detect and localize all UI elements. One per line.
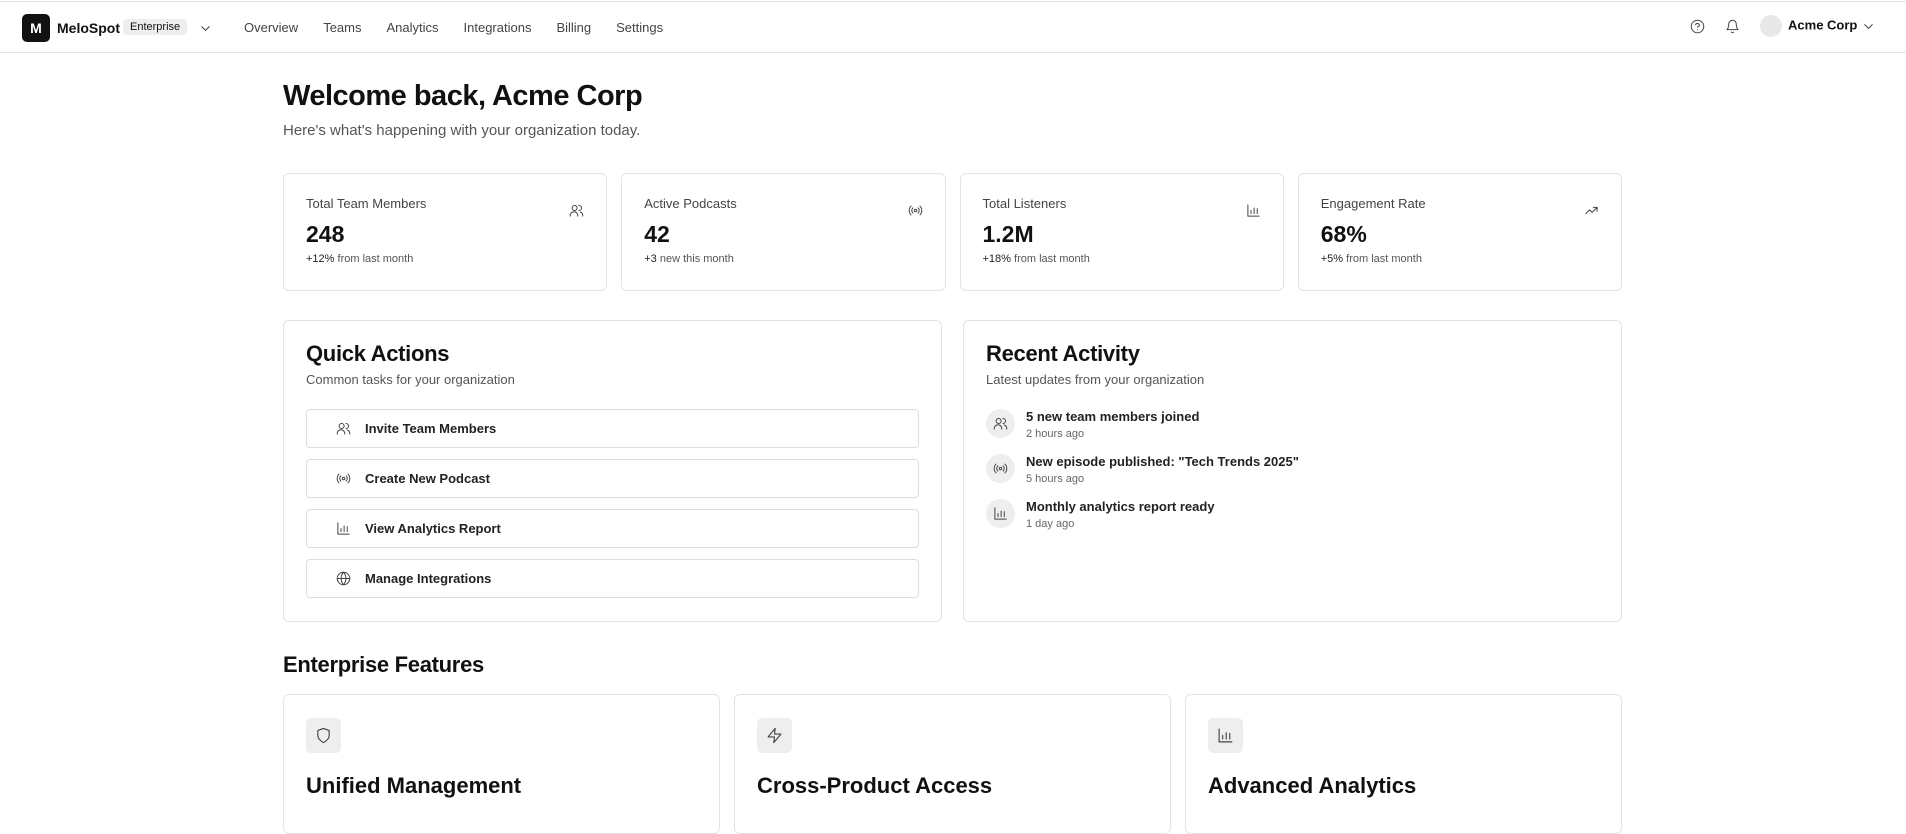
note: from last month (1014, 253, 1090, 265)
stat-card: Total Listeners 1.2M +18% from last month (959, 173, 1284, 291)
org-switcher[interactable] (198, 21, 213, 36)
icon (336, 521, 351, 536)
stat-change: +12% from last month (306, 253, 584, 265)
stat-change: +5% from last month (1321, 253, 1599, 265)
stat-label: Engagement Rate (1320, 196, 1426, 211)
activity-icon (986, 409, 1015, 438)
page-subtitle: Here's what's happening with your organi… (283, 122, 641, 139)
action-button[interactable]: View Analytics Report (306, 509, 919, 548)
stat-card: Total Team Members 248 +12% from last mont… (283, 173, 608, 291)
avatar (1760, 15, 1783, 37)
stat-label: Active Podcasts (644, 196, 737, 211)
stat-label: Total Team Members (306, 196, 427, 211)
nav-link[interactable]: Integrations (463, 20, 532, 35)
stat-icon (1584, 203, 1599, 218)
stats: Total Team Members 248 +12% from last mont… (283, 173, 1622, 291)
icon (336, 421, 351, 436)
notifications-button[interactable] (1725, 19, 1740, 34)
nav-link[interactable]: Billing (556, 20, 592, 35)
help-button[interactable] (1690, 19, 1705, 34)
change: +3 (644, 253, 657, 265)
top-nav: M MeloSpot Enterprise Overview Teams Ana… (0, 1, 1906, 53)
icon (336, 571, 351, 586)
stat-value: 1.2M (982, 221, 1034, 247)
feature-icon (1208, 718, 1243, 753)
label: Manage Integrations (365, 571, 492, 586)
activity-icon (986, 454, 1015, 483)
activity-text: New episode published: "Tech Trends 2025… (1026, 454, 1299, 469)
label: View Analytics Report (365, 521, 501, 536)
logo[interactable]: M (22, 14, 50, 42)
stat-value: 42 (644, 221, 670, 247)
activity-time: 2 hours ago (1026, 428, 1085, 440)
stat-change: +3 new this month (644, 253, 922, 265)
activity-item: 5 new team members joined 2 hours ago (986, 409, 1599, 440)
plan-badge: Enterprise (123, 19, 188, 35)
feature-title: Unified Management (306, 773, 522, 798)
panel-subtitle: Common tasks for your organization (306, 372, 515, 387)
activity-item: New episode published: "Tech Trends 2025… (986, 454, 1599, 485)
activity-time: 5 hours ago (1026, 473, 1085, 485)
stat-card: Engagement Rate 68% +5% from last month (1297, 173, 1622, 291)
recent-activity: Recent Activity Latest updates from your… (963, 320, 1622, 622)
label: Invite Team Members (365, 421, 497, 436)
stat-label: Total Listeners (982, 196, 1067, 211)
label: Create New Podcast (365, 471, 490, 486)
stat-change: +18% from last month (983, 253, 1261, 265)
change: +18% (982, 253, 1011, 265)
panel-subtitle: Latest updates from your organization (986, 372, 1205, 387)
activity-text: Monthly analytics report ready (1026, 499, 1215, 514)
activity-text: 5 new team members joined (1026, 409, 1200, 424)
panel-title: Recent Activity (986, 341, 1140, 366)
features: Unified Management Cross-Product Access … (283, 694, 1622, 834)
brand[interactable]: MeloSpot (57, 20, 120, 36)
note: from last month (337, 253, 414, 265)
user-name: Acme Corp (1788, 17, 1858, 33)
feature-icon (306, 718, 341, 753)
action-button[interactable]: Manage Integrations (306, 559, 919, 598)
stat-value: 248 (306, 221, 345, 247)
nav-link[interactable]: Settings (616, 20, 664, 35)
change: +12% (306, 253, 335, 265)
action-button[interactable]: Create New Podcast (306, 459, 919, 498)
user-menu[interactable]: Acme Corp (1760, 15, 1876, 37)
feature-icon (757, 718, 792, 753)
stat-value: 68% (1320, 221, 1367, 247)
activity-time: 1 day ago (1026, 518, 1075, 530)
feature-card: Unified Management (283, 694, 720, 834)
note: from last month (1346, 253, 1422, 265)
stat-card: Active Podcasts 42 +3 new this month (621, 173, 946, 291)
activity-icon (986, 499, 1015, 528)
nav-right: Acme Corp (1690, 15, 1876, 37)
change: +5% (1320, 253, 1344, 265)
stat-icon (569, 203, 584, 218)
nav-link[interactable]: Analytics (386, 20, 439, 35)
quick-actions: Quick Actions Common tasks for your orga… (283, 320, 942, 622)
chevron (1861, 19, 1876, 34)
feature-card: Cross-Product Access (734, 694, 1171, 834)
icon (336, 471, 351, 486)
activity-item: Monthly analytics report ready 1 day ago (986, 499, 1599, 530)
nav-link[interactable]: Overview (244, 20, 299, 35)
section-title: Enterprise Features (283, 652, 484, 677)
panel-title: Quick Actions (306, 341, 450, 366)
stat-icon (908, 203, 923, 218)
page-title: Welcome back, Acme Corp (283, 80, 643, 112)
feature-title: Advanced Analytics (1208, 773, 1417, 798)
feature-card: Advanced Analytics (1185, 694, 1622, 834)
stat-icon (1246, 203, 1261, 218)
feature-title: Cross-Product Access (757, 773, 993, 798)
nav-link[interactable]: Teams (323, 20, 362, 35)
note: new this month (659, 253, 734, 265)
action-button[interactable]: Invite Team Members (306, 409, 919, 448)
nav-links: Overview Teams Analytics Integrations Bi… (244, 20, 663, 35)
